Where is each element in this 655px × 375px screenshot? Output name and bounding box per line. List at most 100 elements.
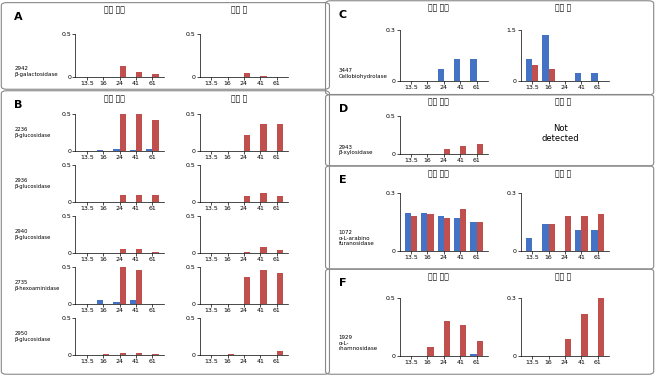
Text: 세포 유래: 세포 유래 (428, 272, 449, 281)
Bar (244, 196, 250, 202)
Bar (575, 230, 581, 251)
Text: F: F (339, 278, 346, 288)
Bar (152, 120, 159, 151)
Bar (597, 294, 604, 356)
Bar (113, 149, 119, 151)
Text: 세포 외: 세포 외 (231, 94, 247, 103)
Text: B: B (14, 100, 23, 110)
Bar (97, 150, 103, 151)
Bar (460, 209, 466, 251)
Bar (526, 59, 532, 81)
Text: 1929
α-L-
rhamnosidase: 1929 α-L- rhamnosidase (339, 335, 378, 351)
Text: 세포 유래: 세포 유래 (428, 169, 449, 178)
Bar (152, 252, 159, 253)
Bar (427, 347, 434, 356)
Bar (152, 354, 159, 355)
Bar (276, 196, 283, 202)
Bar (411, 216, 417, 251)
Bar (130, 150, 136, 151)
Text: 세포 유래: 세포 유래 (104, 5, 125, 14)
Bar (244, 135, 250, 151)
Bar (582, 216, 588, 251)
Bar (261, 76, 267, 77)
Bar (526, 238, 532, 251)
Bar (136, 114, 142, 151)
Bar (460, 146, 466, 154)
Bar (405, 213, 411, 251)
Bar (427, 214, 434, 251)
Bar (228, 354, 234, 355)
Bar (460, 325, 466, 356)
Bar (152, 74, 159, 77)
Bar (97, 300, 103, 304)
Text: Not
detected: Not detected (541, 124, 579, 143)
Text: 2943
β-xylosidase: 2943 β-xylosidase (339, 145, 373, 155)
Text: 세포 외: 세포 외 (555, 169, 571, 178)
Text: 세포 유래: 세포 유래 (104, 94, 125, 103)
Bar (582, 314, 588, 356)
Bar (119, 353, 126, 355)
Bar (119, 249, 126, 253)
Bar (276, 124, 283, 151)
Bar (476, 144, 483, 154)
Bar (438, 69, 444, 81)
Text: 세포 외: 세포 외 (555, 272, 571, 281)
Bar (244, 252, 250, 253)
Bar (244, 74, 250, 77)
Bar (542, 224, 549, 251)
Bar (421, 213, 427, 251)
Text: 세포 유래: 세포 유래 (428, 3, 449, 12)
Bar (476, 222, 483, 251)
Bar (542, 35, 549, 81)
Bar (261, 124, 267, 151)
Bar (532, 65, 538, 81)
Bar (444, 218, 450, 251)
Bar (444, 321, 450, 356)
Bar (244, 277, 250, 304)
Bar (575, 73, 581, 81)
Bar (146, 149, 152, 151)
Bar (261, 193, 267, 202)
Bar (136, 72, 142, 77)
Text: 3447
Cellobiohydrolase: 3447 Cellobiohydrolase (339, 68, 388, 78)
Bar (470, 354, 476, 356)
Bar (470, 222, 476, 251)
Bar (152, 195, 159, 202)
Bar (113, 302, 119, 304)
Bar (119, 267, 126, 304)
Bar (261, 270, 267, 304)
Bar (136, 270, 142, 304)
Text: A: A (14, 12, 23, 22)
Bar (276, 351, 283, 355)
Bar (136, 353, 142, 355)
Bar (591, 73, 597, 81)
Text: D: D (339, 104, 348, 114)
Bar (119, 195, 126, 202)
Bar (454, 218, 460, 251)
Bar (136, 195, 142, 202)
Text: 1072
α-L-arabino
furanosidase: 1072 α-L-arabino furanosidase (339, 230, 375, 246)
Bar (438, 216, 444, 251)
Bar (476, 341, 483, 356)
Bar (549, 224, 555, 251)
Text: 세포 외: 세포 외 (555, 97, 571, 106)
Bar (136, 249, 142, 253)
Bar (591, 230, 597, 251)
Text: E: E (339, 175, 346, 185)
Text: 2236
β-glucosidase: 2236 β-glucosidase (14, 128, 51, 138)
Text: C: C (339, 10, 346, 20)
Text: 2942
β-galactosidase: 2942 β-galactosidase (14, 66, 58, 76)
Bar (261, 246, 267, 253)
Bar (470, 59, 476, 81)
Bar (103, 354, 109, 355)
Bar (565, 339, 571, 356)
Bar (565, 216, 571, 251)
Bar (130, 300, 136, 304)
Bar (119, 66, 126, 77)
Text: 2936
β-glucosidase: 2936 β-glucosidase (14, 178, 51, 189)
Bar (444, 148, 450, 154)
Text: 세포 외: 세포 외 (555, 3, 571, 12)
Text: 세포 유래: 세포 유래 (428, 97, 449, 106)
Bar (276, 273, 283, 304)
Text: 2735
β-hexoaminidase: 2735 β-hexoaminidase (14, 280, 60, 291)
